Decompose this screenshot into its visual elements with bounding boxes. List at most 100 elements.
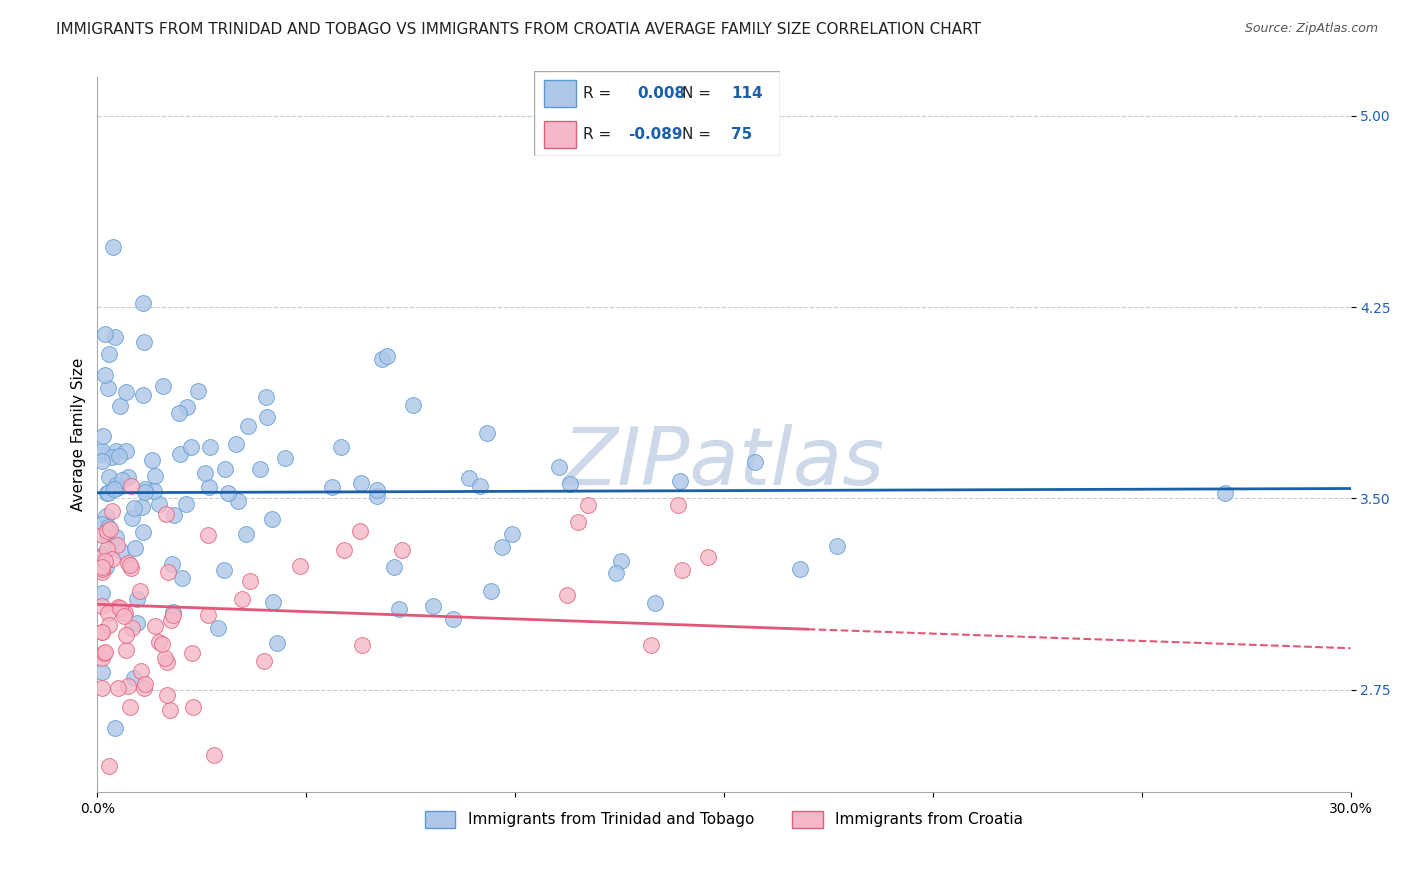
Point	[97, 759, 120, 773]
Text: N =: N =	[682, 86, 716, 101]
Point	[108, 600, 131, 615]
Point	[163, 508, 186, 522]
FancyBboxPatch shape	[534, 71, 780, 156]
Point	[94, 560, 117, 574]
Point	[141, 453, 163, 467]
Point	[671, 563, 693, 577]
Point	[124, 541, 146, 556]
Point	[114, 606, 136, 620]
Point	[132, 388, 155, 402]
Point	[91, 454, 114, 468]
Point	[366, 489, 388, 503]
Point	[105, 478, 128, 492]
Point	[118, 558, 141, 572]
Point	[114, 643, 136, 657]
Point	[560, 476, 582, 491]
Point	[96, 541, 118, 556]
Point	[697, 549, 720, 564]
Point	[321, 480, 343, 494]
Point	[108, 450, 131, 464]
Point	[134, 485, 156, 500]
Point	[194, 466, 217, 480]
Point	[238, 419, 260, 434]
Point	[101, 503, 124, 517]
Point	[479, 583, 502, 598]
Point	[90, 624, 112, 639]
Point	[103, 240, 125, 254]
Point	[375, 350, 398, 364]
Point	[273, 450, 295, 465]
Point	[90, 624, 112, 639]
Point	[169, 447, 191, 461]
Point	[90, 447, 112, 461]
Point	[131, 500, 153, 514]
Point	[555, 588, 578, 602]
Point	[98, 522, 121, 536]
Point	[94, 508, 117, 523]
Point	[97, 618, 120, 632]
Point	[117, 679, 139, 693]
Point	[605, 566, 627, 581]
Point	[160, 557, 183, 571]
Point	[90, 549, 112, 564]
Point	[96, 485, 118, 500]
Point	[94, 368, 117, 382]
Point	[157, 565, 180, 579]
Point	[162, 607, 184, 622]
Point	[254, 390, 277, 404]
Point	[90, 665, 112, 679]
Point	[202, 747, 225, 762]
Point	[370, 351, 392, 366]
Point	[98, 347, 121, 361]
Point	[214, 462, 236, 476]
Point	[391, 542, 413, 557]
Point	[107, 681, 129, 695]
Point	[143, 483, 166, 498]
Point	[349, 524, 371, 538]
Point	[107, 599, 129, 614]
Point	[159, 703, 181, 717]
Point	[93, 647, 115, 661]
Point	[111, 473, 134, 487]
Point	[132, 295, 155, 310]
Point	[789, 562, 811, 576]
Point	[249, 461, 271, 475]
Point	[547, 459, 569, 474]
Point	[491, 540, 513, 554]
Point	[214, 563, 236, 577]
Point	[91, 429, 114, 443]
Point	[134, 676, 156, 690]
Point	[475, 425, 498, 440]
FancyBboxPatch shape	[544, 80, 576, 107]
Point	[129, 584, 152, 599]
Point	[110, 544, 132, 558]
Point	[256, 409, 278, 424]
Text: 75: 75	[731, 127, 752, 142]
Point	[666, 498, 689, 512]
Point	[120, 561, 142, 575]
Point	[101, 551, 124, 566]
Point	[97, 486, 120, 500]
Point	[262, 512, 284, 526]
Text: 0.008: 0.008	[638, 86, 686, 101]
Point	[162, 605, 184, 619]
Point	[143, 619, 166, 633]
Point	[97, 607, 120, 621]
Point	[104, 530, 127, 544]
Point	[104, 721, 127, 735]
Point	[153, 651, 176, 665]
Point	[104, 329, 127, 343]
Point	[160, 613, 183, 627]
Point	[90, 560, 112, 574]
Point	[90, 650, 112, 665]
Point	[148, 497, 170, 511]
Point	[350, 639, 373, 653]
Point	[644, 596, 666, 610]
Y-axis label: Average Family Size: Average Family Size	[72, 358, 86, 511]
Point	[200, 440, 222, 454]
Point	[97, 519, 120, 533]
Point	[90, 562, 112, 576]
Point	[198, 480, 221, 494]
Point	[1213, 486, 1236, 500]
Point	[239, 574, 262, 589]
